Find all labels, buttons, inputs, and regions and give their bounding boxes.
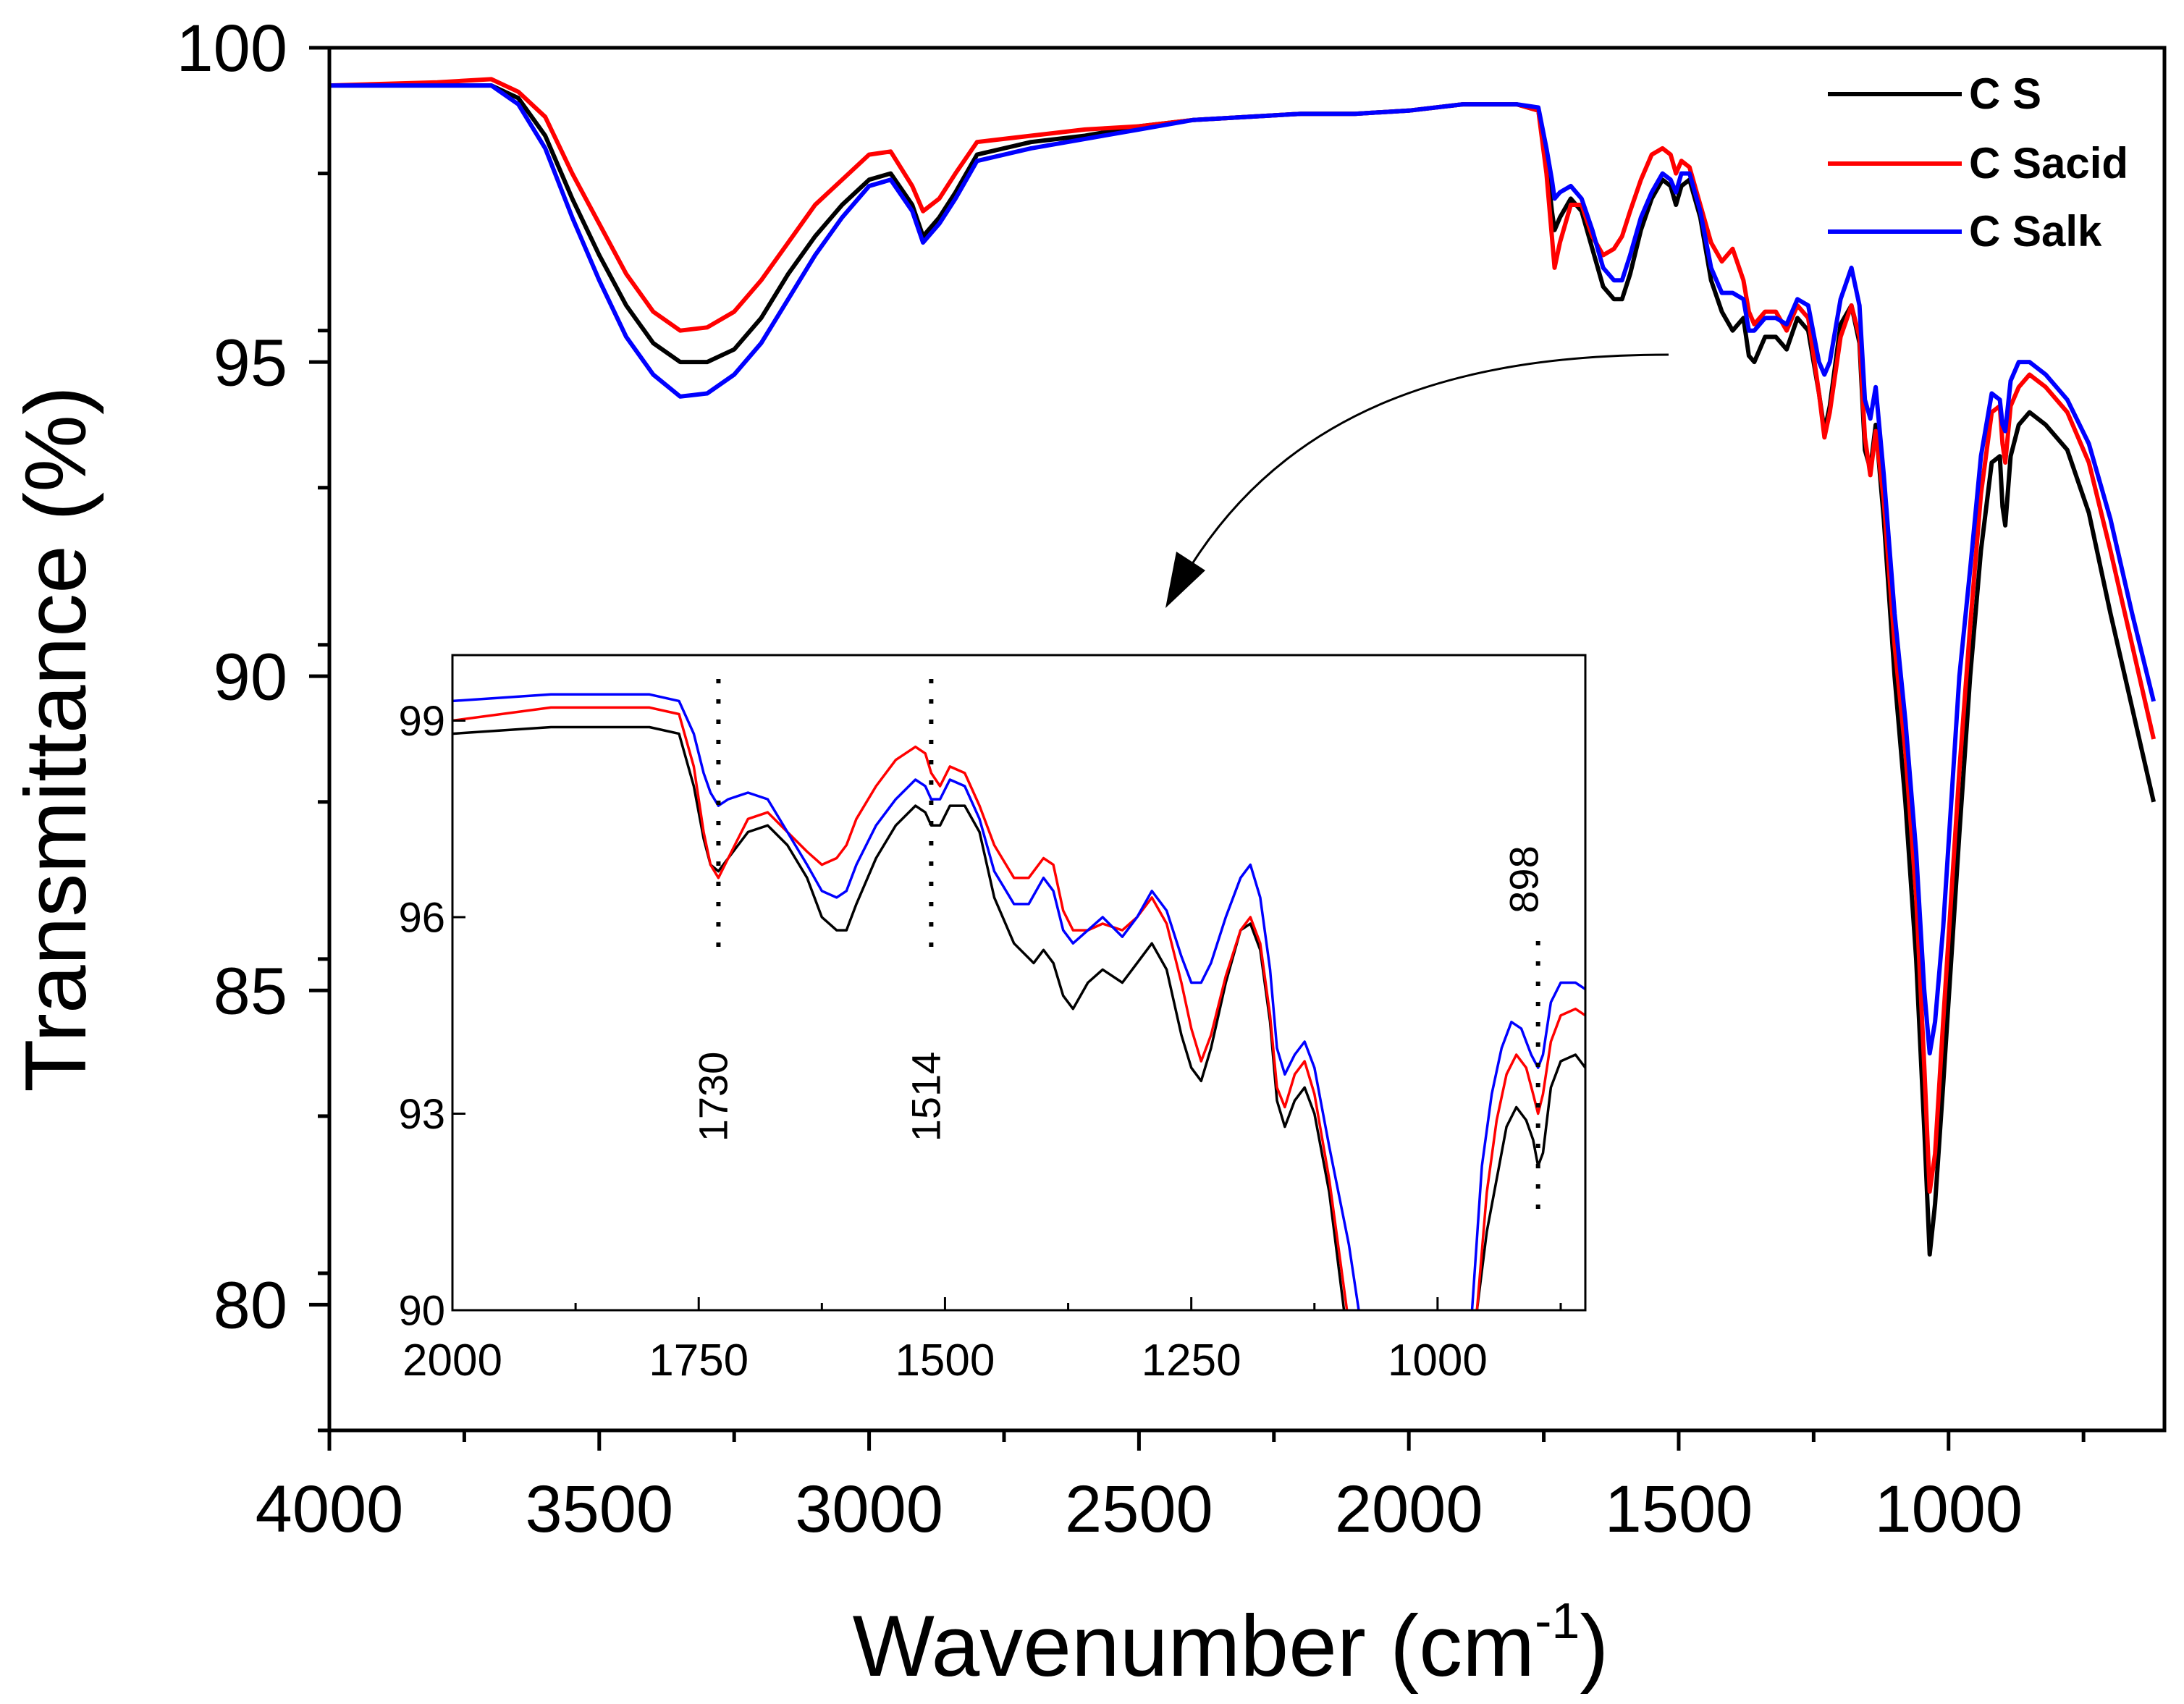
legend-label-cs: C S: [1969, 69, 2041, 118]
main-x-tick-label: 3000: [795, 1472, 943, 1546]
inset-pointer-arrow: [1165, 353, 1669, 608]
inset-y-tick-label: 90: [398, 1287, 445, 1334]
inset-series-c-sacid-line-3: [1475, 1007, 1585, 1310]
legend-label-csalk: C Salk: [1969, 207, 2102, 256]
inset-x-tick-label: 1500: [895, 1336, 995, 1385]
main-x-ticks: 4000 3500 3000 2500 2000 1500 1000: [256, 1430, 2086, 1546]
annotation-label-1514: 1514: [903, 1052, 948, 1142]
main-plot-frame: [327, 46, 2167, 1433]
main-y-tick-label: 80: [214, 1269, 287, 1343]
inset-series-group: [452, 693, 1585, 1310]
main-y-ticks: 80 85 90 95 100: [177, 12, 329, 1433]
inset-annotations: 1730 1514 898: [690, 679, 1547, 1216]
annotation-label-898: 898: [1501, 845, 1547, 913]
y-axis-title: Transmittance (%): [7, 386, 104, 1092]
main-x-tick-label: 4000: [256, 1472, 404, 1546]
main-y-tick-label: 100: [177, 12, 288, 85]
main-series-c-s-line-0: [329, 83, 2156, 1257]
inset-x-ticks: 2000 1750 1500 1250 1000: [402, 1297, 1562, 1385]
main-y-tick-label: 85: [214, 954, 287, 1028]
inset-series-c-salk-line-4: [452, 693, 1360, 1310]
main-x-tick-label: 1500: [1605, 1472, 1753, 1546]
inset-series-c-s-line-1: [1475, 1053, 1585, 1310]
inset-y-tick-label: 93: [398, 1091, 445, 1138]
inset-x-tick-label: 1000: [1388, 1336, 1488, 1385]
main-x-tick-label: 2000: [1335, 1472, 1483, 1546]
main-x-tick-label: 3500: [525, 1472, 673, 1546]
main-plot: 4000 3500 3000 2500 2000 1500 1000 80 85 90 95 100: [177, 12, 2167, 1546]
inset-series-c-s-line-0: [452, 725, 1346, 1310]
main-x-tick-label: 2500: [1065, 1472, 1213, 1546]
main-y-tick-label: 90: [214, 640, 287, 714]
main-series-group: [329, 77, 2156, 1257]
inset-y-tick-label: 96: [398, 894, 445, 941]
legend: C S C Sacid C Salk: [1828, 69, 2128, 256]
inset-series-c-sacid-line-2: [452, 706, 1349, 1310]
main-series-c-salk-line-2: [329, 83, 2156, 1056]
main-series-c-sacid-line-1: [329, 77, 2156, 1194]
inset-x-tick-label: 1250: [1142, 1336, 1241, 1385]
inset-x-tick-label: 2000: [402, 1336, 502, 1385]
inset-y-tick-label: 99: [398, 698, 445, 745]
inset-plot-frame: [451, 654, 1587, 1312]
x-axis-title: Wavenumber (cm-1): [853, 1593, 1609, 1695]
main-y-tick-label: 95: [214, 326, 287, 400]
annotation-label-1730: 1730: [690, 1052, 735, 1142]
inset-x-tick-label: 1750: [649, 1336, 749, 1385]
inset-y-ticks: 90 93 96 99: [398, 698, 465, 1334]
inset-series-c-salk-line-5: [1470, 981, 1585, 1310]
inset-background: [452, 655, 1585, 1310]
legend-label-csacid: C Sacid: [1969, 139, 2128, 187]
main-x-tick-label: 1000: [1874, 1472, 2023, 1546]
